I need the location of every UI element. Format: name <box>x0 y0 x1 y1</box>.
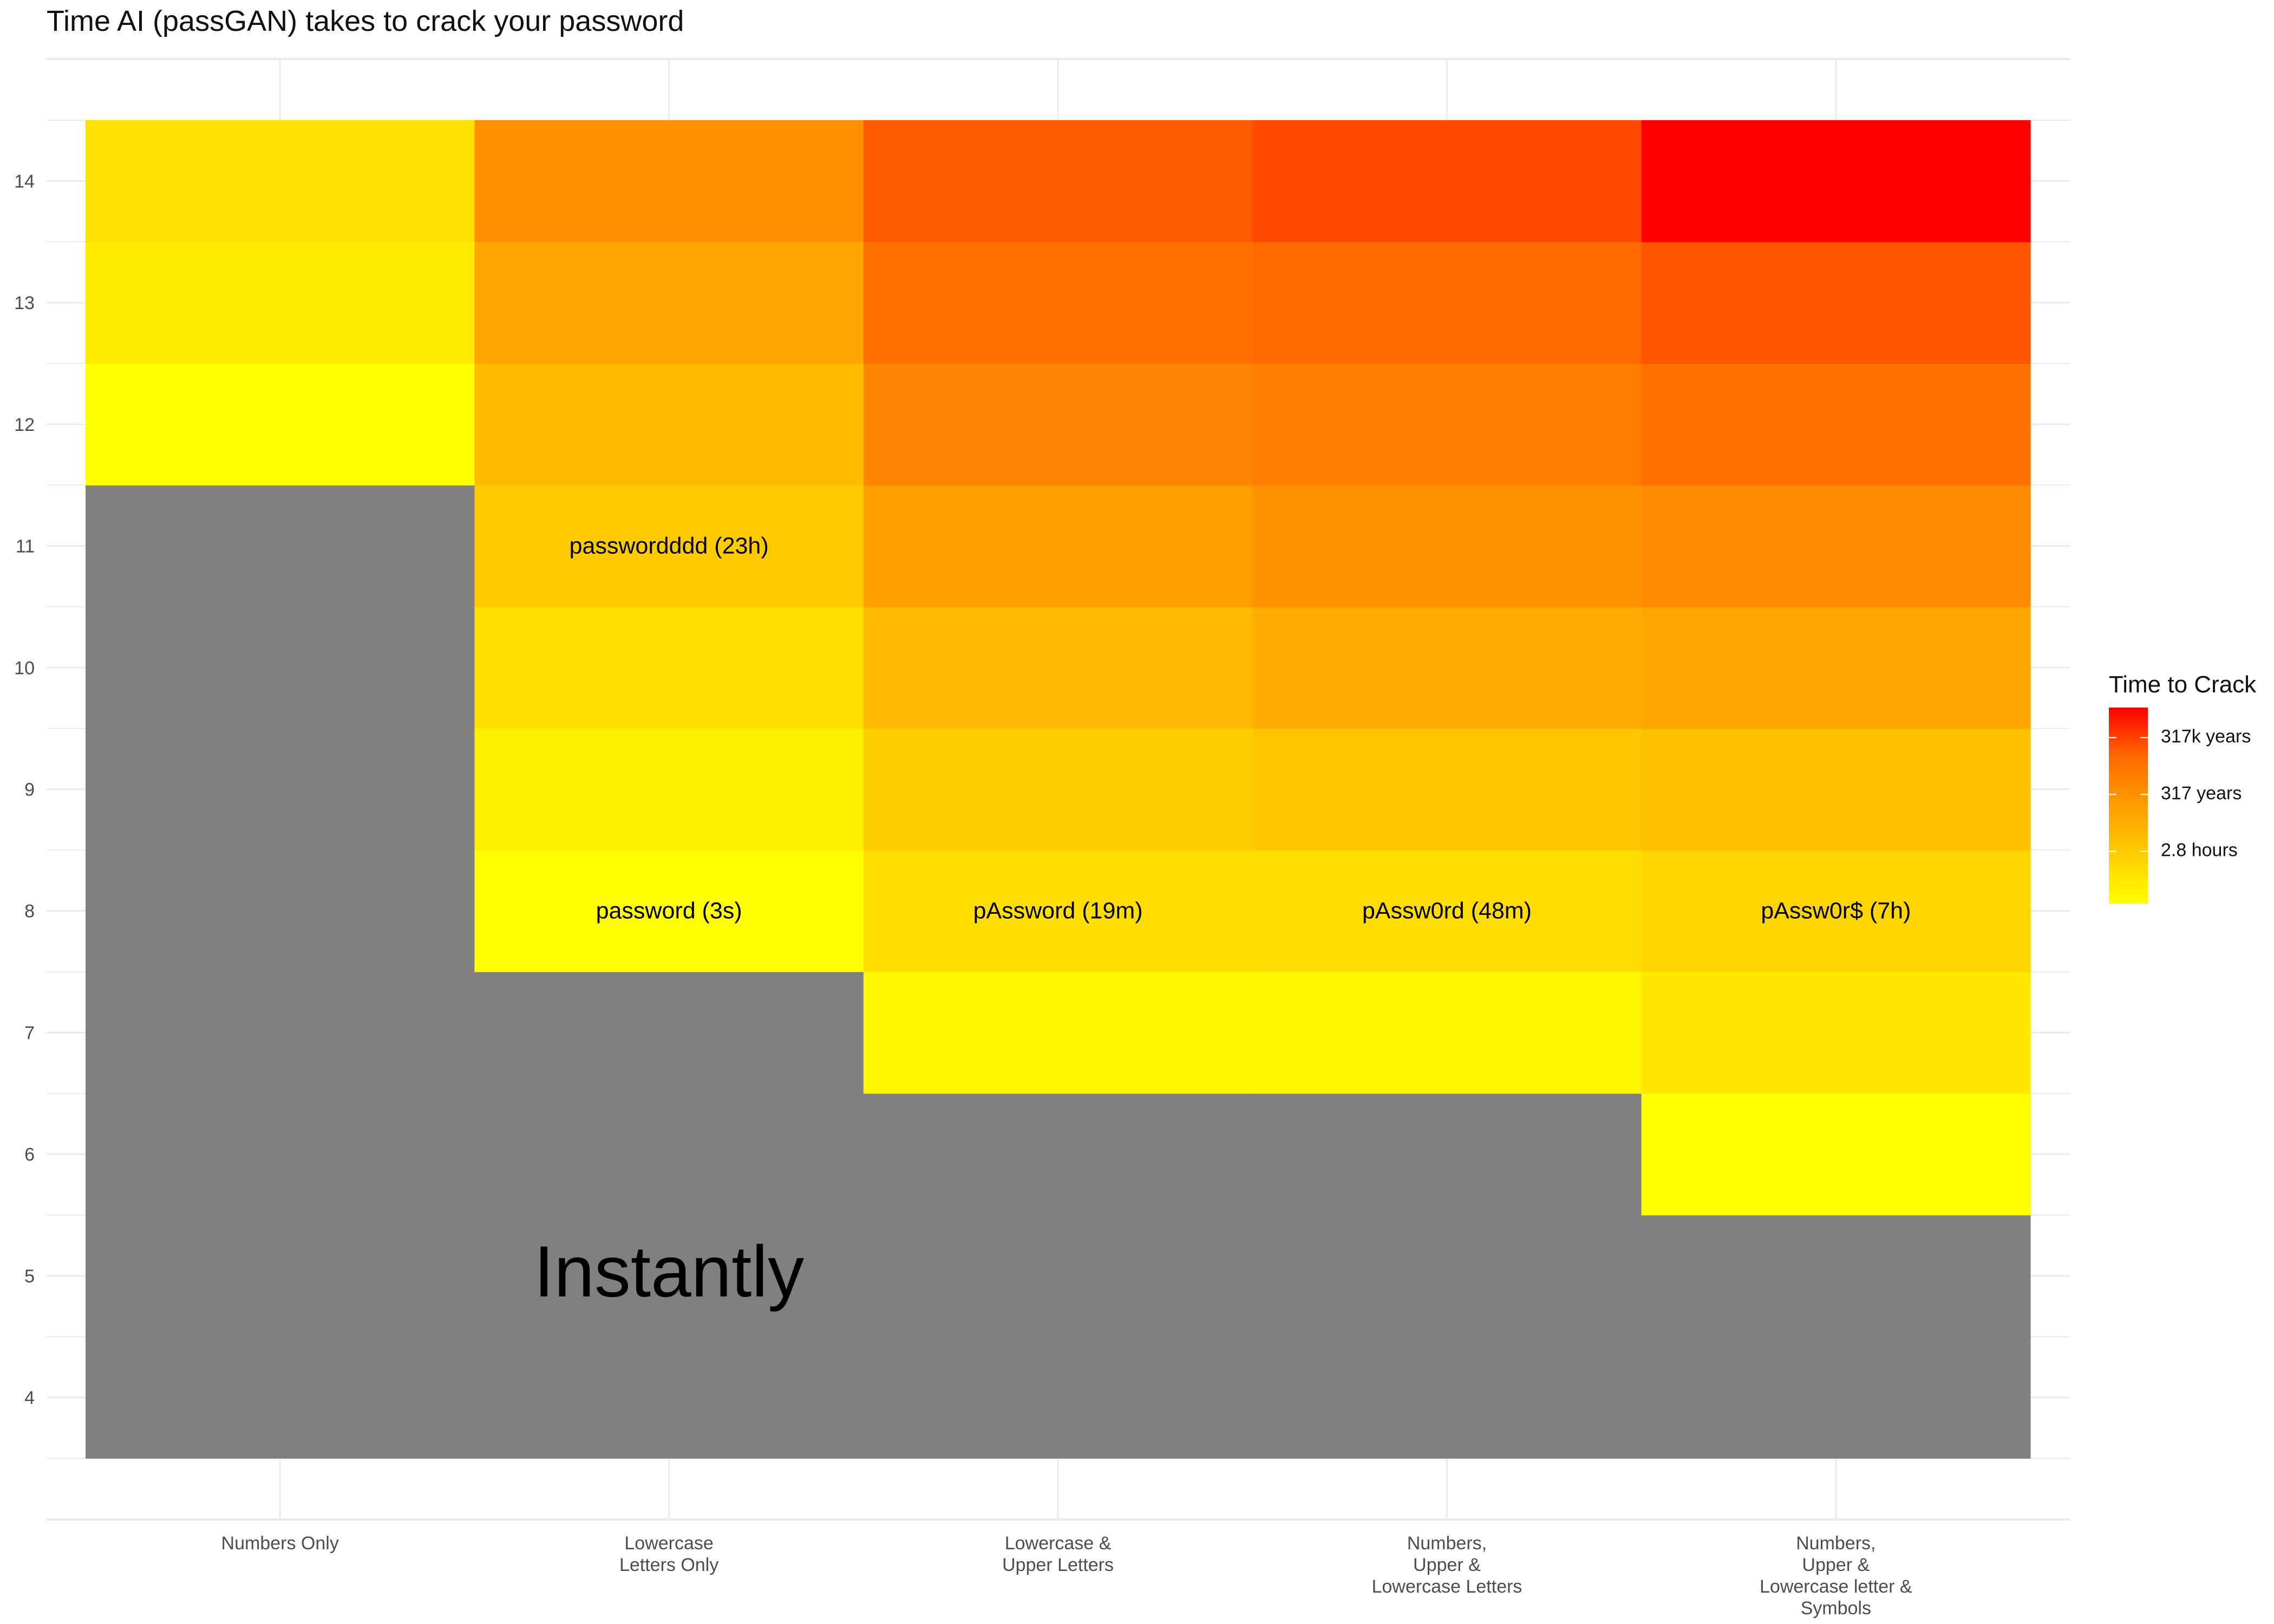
heatmap-cell <box>863 606 1253 729</box>
y-tick-label: 8 <box>24 901 35 922</box>
heatmap-cell <box>863 1093 1253 1216</box>
heatmap-cell <box>474 850 864 972</box>
heatmap-cell <box>474 972 864 1094</box>
y-tick-label: 9 <box>24 780 35 800</box>
heatmap-cell <box>1252 972 1642 1094</box>
heatmap-cell <box>474 1337 864 1459</box>
heatmap-cell <box>1641 850 2031 972</box>
instantly-label: Instantly <box>534 1232 804 1312</box>
chart-title: Time AI (passGAN) takes to crack your pa… <box>47 5 684 37</box>
y-tick-label: 11 <box>16 536 35 557</box>
heatmap-cell <box>1641 1215 2031 1337</box>
heatmap-cell <box>1641 1337 2031 1459</box>
legend-color-bar: 317k years 317 years 2.8 hours <box>2108 708 2251 903</box>
heatmap-cell <box>863 120 1253 243</box>
heatmap-cell <box>474 1215 864 1337</box>
heatmap-cell <box>474 241 864 364</box>
cell-label: passwordddd (23h) <box>570 533 769 559</box>
heatmap-cell <box>1641 120 2031 243</box>
heatmap-cell <box>1641 1093 2031 1216</box>
heatmap-cell <box>1641 972 2031 1094</box>
cell-label: pAssw0rd (48m) <box>1362 898 1532 924</box>
x-tick-label: Lowercase & Upper Letters <box>1002 1533 1114 1575</box>
heatmap-cell <box>1641 485 2031 607</box>
heatmap-cell <box>1252 1337 1642 1459</box>
x-tick-labels: Numbers Only Lowercase Letters Only Lowerca… <box>221 1533 1912 1619</box>
heatmap-cell <box>86 972 475 1094</box>
heatmap-cell <box>1252 1093 1642 1216</box>
heatmap-cell <box>1252 363 1642 486</box>
heatmap-cell <box>863 728 1253 850</box>
heatmap-cell <box>86 850 475 972</box>
y-tick-label: 7 <box>24 1023 35 1043</box>
heatmap-cell <box>863 485 1253 607</box>
x-tick-label: Numbers Only <box>221 1533 339 1554</box>
y-tick-label: 4 <box>24 1388 35 1409</box>
heatmap-cell <box>474 1093 864 1216</box>
legend-tick-label: 317k years <box>2108 726 2251 747</box>
heatmap-cell <box>86 241 475 364</box>
heatmap-cell <box>1252 728 1642 850</box>
heatmap-cell <box>86 120 475 243</box>
heatmap-cell <box>474 606 864 729</box>
legend-tick-label: 2.8 hours <box>2109 840 2238 861</box>
heatmap-cell <box>474 728 864 850</box>
heatmap-cell <box>86 1093 475 1216</box>
y-tick-label: 14 <box>14 171 35 192</box>
y-tick-label: 6 <box>24 1144 35 1165</box>
cell-label: password (3s) <box>596 898 742 924</box>
cell-label: pAssw0r$ (7h) <box>1761 898 1911 924</box>
heatmap-cell <box>863 1337 1253 1459</box>
x-tick-label: Numbers, Upper & Lowercase Letters <box>1371 1533 1522 1597</box>
heatmap-cell <box>863 241 1253 364</box>
heatmap-cell <box>1252 606 1642 729</box>
heatmap-cell <box>86 1215 475 1337</box>
heatmap-cell <box>86 728 475 850</box>
heatmap-cell <box>863 850 1253 972</box>
heatmap-cell <box>1641 606 2031 729</box>
cell-label: pAssword (19m) <box>973 898 1142 924</box>
y-tick-label: 5 <box>24 1266 35 1287</box>
heatmap-cell <box>474 485 864 607</box>
x-tick-label: Lowercase Letters Only <box>619 1533 718 1575</box>
heatmap-cell <box>1641 241 2031 364</box>
heatmap-cell <box>1252 485 1642 607</box>
heatmap-cells <box>86 120 2031 1459</box>
heatmap-cell <box>1252 850 1642 972</box>
heatmap-cell <box>1641 728 2031 850</box>
heatmap-cell <box>863 363 1253 486</box>
heatmap-cell <box>474 363 864 486</box>
y-tick-label: 10 <box>14 658 35 678</box>
heatmap-cell <box>863 972 1253 1094</box>
cell-labels: Instantly passwordddd (23h) password (3s) p… <box>534 533 1911 1312</box>
heatmap-cell <box>1252 1215 1642 1337</box>
heatmap-cell <box>86 606 475 729</box>
y-tick-labels: 4 5 6 7 8 9 10 11 12 13 14 <box>14 171 35 1408</box>
heatmap-cell <box>1252 241 1642 364</box>
heatmap-cell <box>86 1337 475 1459</box>
legend-title: Time to Crack <box>2109 671 2257 698</box>
color-legend: Time to Crack 317k years 317 years 2.8 hou… <box>2108 671 2257 903</box>
x-tick-label: Numbers, Upper & Lowercase letter & Symbols <box>1760 1533 1912 1619</box>
heatmap-plot: Instantly passwordddd (23h) password (3s) p… <box>14 58 2070 1619</box>
heatmap-cell <box>474 120 864 243</box>
legend-tick-label: 317 years <box>2108 783 2242 804</box>
heatmap-cell <box>86 485 475 607</box>
heatmap-cell <box>1641 363 2031 486</box>
y-tick-label: 13 <box>14 293 35 313</box>
y-tick-label: 12 <box>14 415 35 435</box>
heatmap-cell <box>1252 120 1642 243</box>
heatmap-cell <box>863 1215 1253 1337</box>
heatmap-cell <box>86 363 475 486</box>
